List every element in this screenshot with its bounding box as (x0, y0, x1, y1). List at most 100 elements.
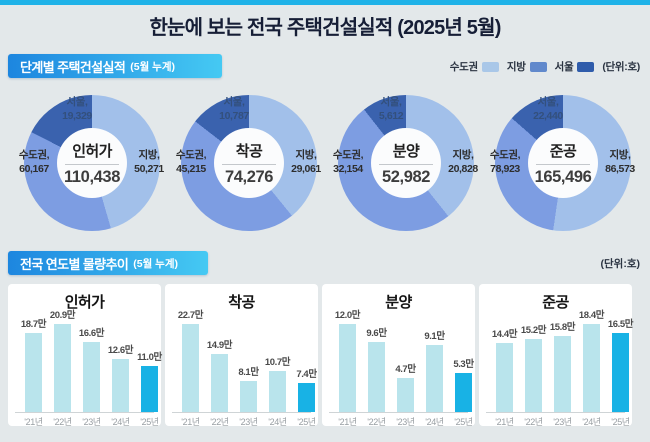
bar-준공-'23년 (554, 336, 571, 412)
donut-divider (379, 163, 433, 165)
year-label: '25년 (140, 417, 159, 427)
legend-label: 수도권 (449, 61, 478, 73)
year-label: '23년 (82, 417, 101, 427)
year-label: '22년 (524, 417, 543, 427)
bar-분양-'25년 (455, 373, 472, 412)
bar-chart-title: 분양 (385, 294, 412, 311)
donut-center: 착공 74,276 (214, 128, 284, 198)
legend-item-2: 서울 (555, 59, 595, 74)
legend-item-1: 지방 (507, 59, 547, 74)
bar-value-label: 12.6만 (107, 345, 134, 356)
year-label: '22년 (367, 417, 386, 427)
bar-value-label: 22.7만 (177, 310, 204, 321)
bar-인허가-'21년 (25, 333, 42, 412)
donut-chart-착공: 착공 74,276 서울, 10,787 수도권, 45,215 지방, 29,061 (165, 88, 321, 248)
donut-chart-분양: 분양 52,982 서울, 5,612 수도권, 32,154 지방, 20,828 (322, 88, 478, 248)
bar-인허가-'25년 (141, 366, 158, 412)
section1-badge-sub: (5월 누계) (130, 60, 175, 73)
bar-착공-'21년 (182, 324, 199, 412)
section2-unit-label: (단위:호) (600, 258, 640, 270)
legend-swatch (529, 61, 547, 72)
donut-ring: 인허가 110,438 (24, 95, 160, 231)
legend-label: 서울 (554, 61, 574, 73)
bar-착공-'25년 (298, 383, 315, 412)
year-label: '21년 (181, 417, 200, 427)
donut-center: 인허가 110,438 (57, 128, 127, 198)
seoul-label: 서울, 19,329 (62, 96, 92, 122)
bar-value-label: 8.1만 (238, 367, 259, 378)
bar-value-label: 15.8만 (549, 322, 576, 333)
x-axis-line (15, 412, 154, 413)
donut-total: 110,438 (64, 167, 120, 186)
donut-divider (65, 163, 119, 165)
bar-준공-'24년 (583, 324, 600, 412)
year-label: '21년 (24, 417, 43, 427)
bar-value-label: 18.7만 (20, 319, 47, 330)
jibang-label: 지방, 29,061 (291, 149, 321, 175)
bar-value-label: 4.7만 (395, 364, 416, 375)
legend-label: 지방 (506, 61, 526, 73)
donut-name: 착공 (235, 142, 263, 160)
bar-인허가-'24년 (112, 359, 129, 412)
bar-준공-'22년 (525, 339, 542, 412)
year-label: '21년 (495, 417, 514, 427)
sudogwon-label: 수도권, 32,154 (332, 149, 364, 175)
section1-badge: 단계별 주택건설실적 (5월 누계) (8, 54, 222, 78)
seoul-label: 서울, 22,440 (533, 96, 563, 122)
year-label: '22년 (210, 417, 229, 427)
donut-center: 분양 52,982 (371, 128, 441, 198)
year-label: '21년 (338, 417, 357, 427)
bar-value-label: 14.4만 (491, 329, 518, 340)
year-label: '22년 (53, 417, 72, 427)
bar-value-label: 18.4만 (578, 310, 605, 321)
bar-분양-'23년 (397, 378, 414, 412)
donut-ring: 분양 52,982 (338, 95, 474, 231)
jibang-label: 지방, 50,271 (134, 149, 164, 175)
section1-badge-title: 단계별 주택건설실적 (20, 59, 126, 75)
sudogwon-label: 수도권, 45,215 (175, 149, 207, 175)
bar-분양-'21년 (339, 324, 356, 412)
legend: 수도권 지방 서울 (단위:호) (450, 59, 641, 74)
bar-분양-'22년 (368, 342, 385, 412)
year-label: '24년 (268, 417, 287, 427)
x-axis-line (172, 412, 311, 413)
donut-center: 준공 165,496 (528, 128, 598, 198)
year-label: '24년 (111, 417, 130, 427)
seoul-label: 서울, 10,787 (219, 96, 249, 122)
legend-swatch (577, 61, 595, 72)
bar-value-label: 7.4만 (296, 369, 317, 380)
donut-name: 준공 (549, 142, 577, 160)
donut-divider (222, 163, 276, 165)
bar-준공-'25년 (612, 333, 629, 412)
bar-분양-'24년 (426, 345, 443, 412)
bar-value-label: 15.2만 (520, 325, 547, 336)
x-axis-line (486, 412, 625, 413)
section1-unit-label: (단위:호) (602, 61, 640, 73)
donut-ring: 준공 165,496 (495, 95, 631, 231)
bar-chart-title: 인허가 (64, 294, 105, 311)
sudogwon-label: 수도권, 78,923 (489, 149, 521, 175)
bar-value-label: 20.9만 (49, 310, 76, 321)
page-title: 한눈에 보는 전국 주택건설실적 (2025년 5월) (149, 17, 501, 39)
donut-divider (536, 163, 590, 165)
bar-착공-'22년 (211, 354, 228, 412)
year-label: '25년 (454, 417, 473, 427)
bar-value-label: 10.7만 (264, 357, 291, 368)
legend-item-0: 수도권 (450, 59, 499, 74)
bar-value-label: 9.6만 (366, 328, 387, 339)
bar-chart-title: 준공 (542, 294, 569, 311)
bar-chart-title: 착공 (228, 294, 255, 311)
donut-ring: 착공 74,276 (181, 95, 317, 231)
donut-name: 인허가 (72, 142, 112, 160)
section2-badge: 전국 연도별 물량추이 (5월 누계) (8, 251, 208, 275)
bar-value-label: 11.0만 (137, 352, 162, 363)
donut-chart-준공: 준공 165,496 서울, 22,440 수도권, 78,923 지방, 86,57… (479, 88, 635, 248)
bar-value-label: 16.6만 (78, 328, 105, 339)
jibang-label: 지방, 86,573 (605, 149, 635, 175)
year-label: '23년 (553, 417, 572, 427)
bar-착공-'24년 (269, 371, 286, 412)
bar-value-label: 5.3만 (453, 359, 474, 370)
bar-준공-'21년 (496, 343, 513, 412)
seoul-label: 서울, 5,612 (378, 96, 404, 122)
